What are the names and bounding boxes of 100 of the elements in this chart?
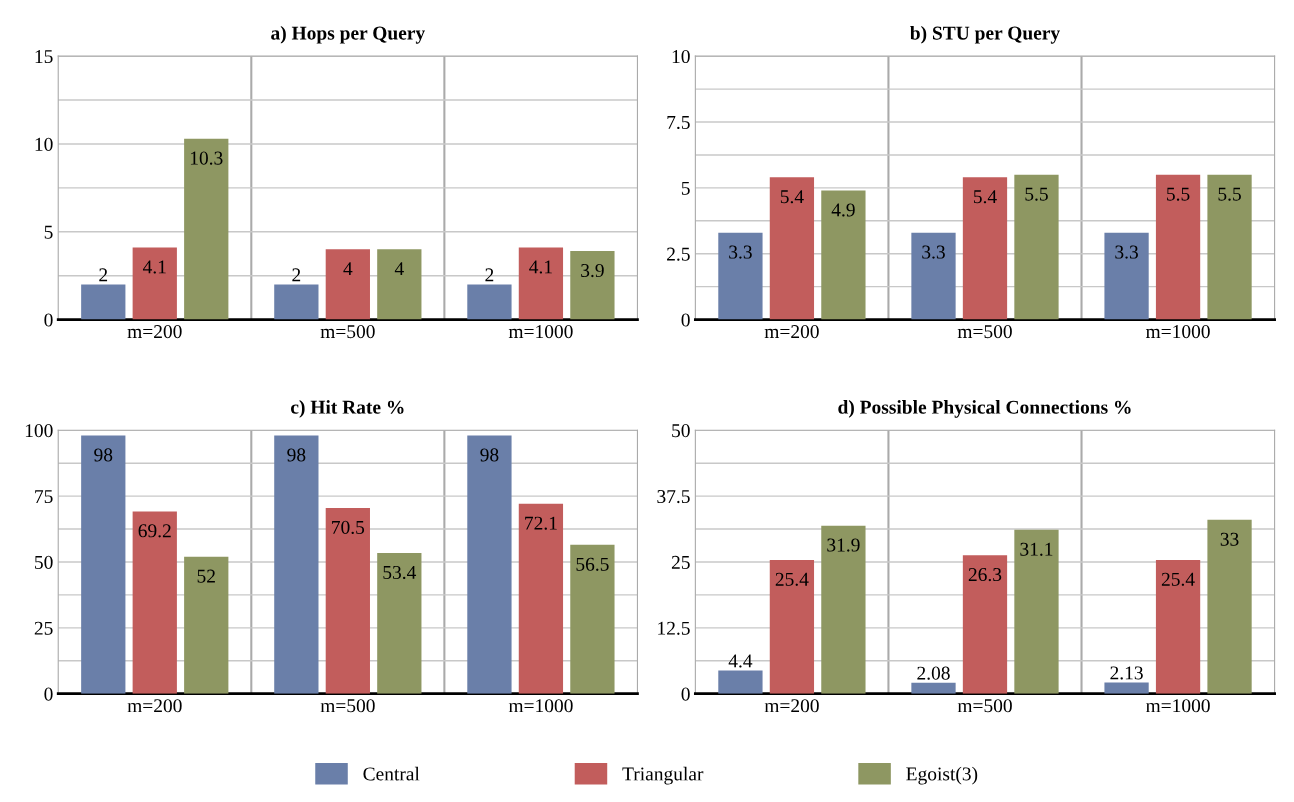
data-label: 3.3 — [1115, 245, 1138, 259]
y-tick-label: 5 — [681, 181, 690, 195]
y-tick-label: 0 — [681, 313, 690, 327]
bar — [1014, 529, 1059, 694]
legend-label: Central — [363, 766, 420, 781]
data-label: 4.1 — [529, 260, 552, 274]
bar — [274, 435, 319, 694]
x-tick-label: m=200 — [764, 325, 819, 339]
data-label: 5.4 — [780, 190, 804, 204]
x-tick-label: m=200 — [127, 325, 182, 339]
data-label: 69.2 — [138, 524, 171, 538]
x-tick-label: m=200 — [764, 699, 819, 713]
y-tick-label: 2.5 — [667, 247, 690, 261]
bar — [377, 553, 422, 694]
bar — [821, 525, 866, 694]
data-label: 4 — [343, 262, 353, 276]
bar — [1207, 519, 1252, 694]
data-label: 3.9 — [581, 263, 604, 278]
y-tick-label: 15 — [35, 50, 53, 64]
data-label: 98 — [480, 448, 499, 462]
y-tick-label: 0 — [681, 687, 690, 701]
legend-label: Triangular — [622, 766, 704, 785]
bar — [570, 251, 615, 320]
y-tick-label: 12.5 — [658, 621, 690, 635]
bar — [1104, 232, 1149, 320]
y-tick-label: 7.5 — [667, 116, 690, 130]
x-tick-label: m=500 — [957, 325, 1012, 339]
x-tick-label: m=1000 — [508, 325, 573, 339]
y-tick-label: 10 — [672, 49, 690, 64]
data-label: 4.9 — [831, 203, 855, 217]
bar — [81, 435, 126, 694]
y-tick-label: 10 — [35, 137, 53, 151]
data-label: 5.5 — [1167, 187, 1190, 201]
data-label: 52 — [197, 569, 215, 583]
bar — [325, 507, 370, 694]
data-label: 4.1 — [142, 260, 166, 274]
data-label: 2.13 — [1110, 666, 1143, 680]
chart-title: b) STU per Query — [910, 25, 1060, 44]
data-label: 4.4 — [728, 654, 753, 668]
data-label: 2 — [292, 268, 301, 282]
data-label: 10.3 — [190, 151, 223, 165]
bar — [1155, 174, 1201, 320]
data-label: 70.5 — [332, 520, 365, 535]
data-label: 4 — [394, 262, 404, 276]
bar — [1155, 559, 1201, 694]
data-label: 56.5 — [576, 557, 609, 571]
bar — [518, 503, 564, 694]
legend-label: Egoist(3) — [906, 766, 978, 785]
y-tick-label: 25 — [671, 555, 690, 569]
x-tick-label: m=500 — [320, 699, 375, 713]
bar — [718, 670, 763, 694]
y-tick-label: 0 — [44, 687, 53, 701]
y-tick-label: 0 — [44, 313, 53, 327]
data-label: 98 — [94, 448, 113, 462]
y-tick-label: 100 — [25, 424, 53, 438]
bar — [1104, 682, 1149, 694]
bar — [962, 177, 1008, 320]
data-label: 2.08 — [917, 666, 950, 680]
bar — [274, 284, 319, 320]
bar — [377, 249, 422, 320]
bar — [1014, 174, 1059, 320]
bar — [184, 138, 229, 320]
bar — [132, 511, 177, 694]
bar — [962, 555, 1008, 694]
bar — [467, 435, 512, 694]
x-tick-label: m=500 — [320, 325, 375, 339]
data-label: 72.1 — [525, 516, 557, 530]
data-label: 5.5 — [1218, 187, 1241, 201]
y-tick-label: 75 — [35, 490, 53, 504]
y-tick-label: 37.5 — [657, 490, 690, 504]
bar — [467, 284, 512, 320]
y-tick-label: 25 — [34, 621, 53, 635]
chart-title: c) Hit Rate % — [291, 400, 404, 418]
data-label: 98 — [287, 448, 306, 462]
y-tick-label: 5 — [44, 225, 53, 239]
chart-title: d) Possible Physical Connections % — [838, 400, 1131, 418]
bar — [570, 544, 615, 694]
data-label: 31.1 — [1020, 542, 1053, 556]
x-tick-label: m=500 — [957, 699, 1012, 713]
bar — [718, 232, 763, 320]
bar — [184, 556, 229, 694]
data-label: 5.4 — [973, 190, 997, 204]
bar — [769, 177, 815, 320]
bar — [911, 232, 956, 320]
bar — [911, 682, 956, 694]
bar — [81, 284, 126, 320]
bar — [769, 559, 815, 694]
chart-title: a) Hops per Query — [271, 25, 425, 44]
bar — [1207, 174, 1252, 320]
bar — [325, 249, 370, 320]
data-label: 53.4 — [383, 565, 417, 580]
data-label: 3.3 — [729, 245, 752, 259]
bar — [821, 190, 866, 320]
bar — [518, 247, 564, 320]
x-tick-label: m=200 — [127, 699, 182, 713]
data-label: 31.9 — [827, 538, 860, 552]
data-label: 25.4 — [1161, 572, 1195, 586]
data-label: 2 — [99, 268, 108, 282]
x-tick-label: m=1000 — [1145, 699, 1210, 713]
bar — [132, 247, 177, 320]
